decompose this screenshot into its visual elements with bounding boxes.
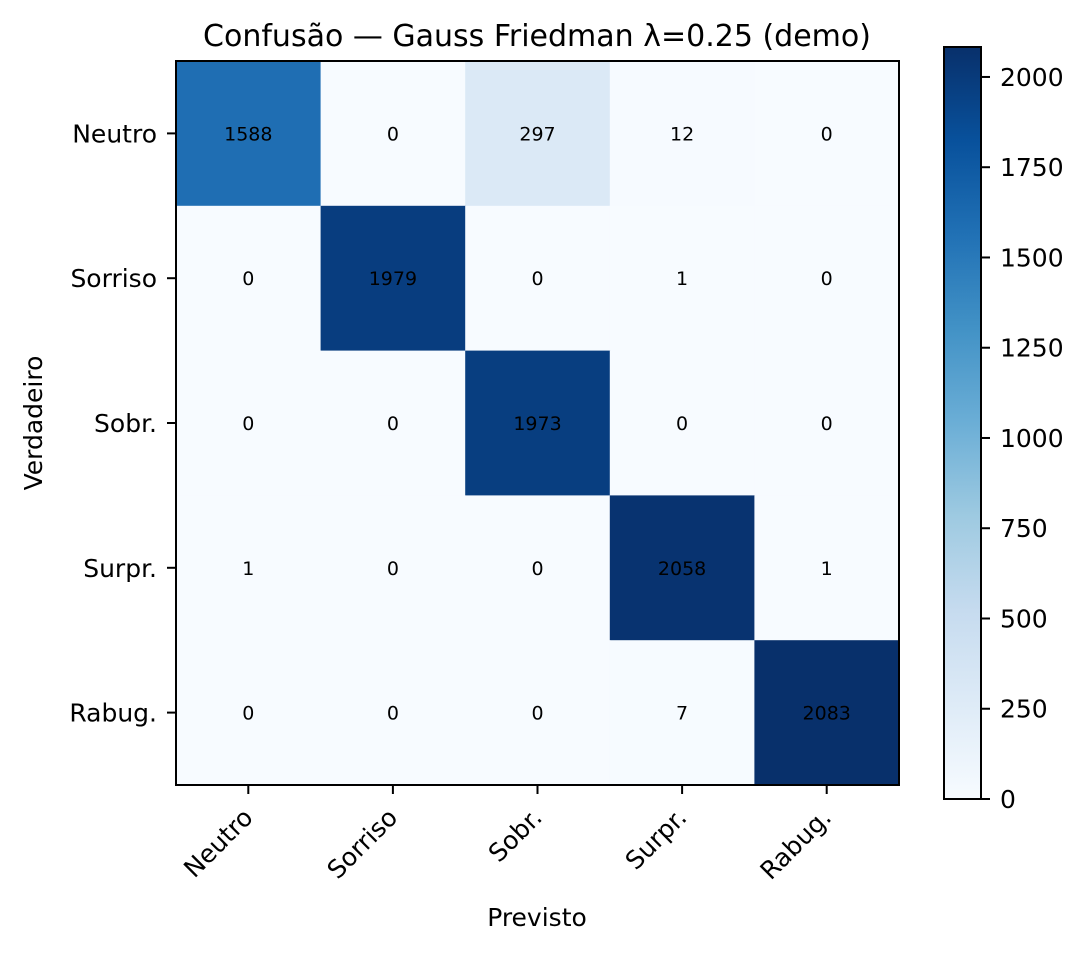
heatmap-cell [754,495,900,641]
x-axis-ticks: Neutro Sorriso Sobr. Surpr. Rabug. [178,785,837,885]
cell-value-label: 1588 [224,123,272,145]
heatmap-cell [754,61,900,207]
colorbar-tick-label: 250 [1000,695,1048,724]
y-tick-label: Surpr. [83,554,157,583]
heatmap-cell [609,350,755,496]
cell-value-label: 0 [821,413,833,435]
heatmap-cell [320,61,466,207]
x-tick-label: Neutro [178,803,258,883]
cell-value-label: 2083 [803,703,851,725]
colorbar-tick-label: 1750 [1000,153,1064,182]
heatmap-cell [609,61,755,207]
x-tick-label: Sorriso [321,803,403,885]
cell-value-label: 7 [676,703,688,725]
colorbar-tick-label: 750 [1000,514,1048,543]
cell-value-label: 0 [387,558,399,580]
heatmap-cell [609,495,755,641]
heatmap-cell [754,350,900,496]
cell-value-label: 0 [242,268,254,290]
heatmap-cell [176,350,322,496]
colorbar-ticks: 0 250 500 750 1000 1250 1500 1750 2000 [981,63,1064,814]
y-axis-label: Verdadeiro [19,356,48,491]
x-tick-label: Sobr. [483,803,548,868]
y-axis-ticks: Neutro Sorriso Sobr. Surpr. Rabug. [69,119,176,728]
heatmap-cell [465,640,611,786]
colorbar-tick-label: 500 [1000,604,1048,633]
cell-value-label: 0 [387,413,399,435]
heatmap-cell [320,640,466,786]
heatmap-cell [176,495,322,641]
heatmap-cell [176,205,322,352]
heatmap-cell [320,205,466,352]
heatmap-cell [609,640,755,786]
cell-value-label: 2058 [658,558,706,580]
colorbar-tick-label: 0 [1000,785,1016,814]
heatmap-cell [320,350,466,496]
heatmap-cell [176,61,322,207]
cell-value-label: 0 [531,268,543,290]
y-tick-label: Sobr. [94,409,157,438]
cell-value-labels: 1588 0 297 12 0 0 1979 0 1 0 0 0 1973 0 0 1 0 0 2058 1 0 0 0 7 2… [224,123,851,724]
cell-value-label: 1 [242,558,254,580]
heatmap-cell [609,205,755,352]
cell-value-label: 1 [676,268,688,290]
heatmap-cell [465,61,611,207]
colorbar [943,46,982,800]
y-tick-label: Sorriso [70,264,157,293]
heatmap-cell [320,495,466,641]
cell-value-label: 1979 [369,268,417,290]
cell-value-label: 0 [242,413,254,435]
cell-value-label: 0 [242,703,254,725]
cell-value-label: 0 [531,558,543,580]
cell-value-label: 1973 [513,413,561,435]
cell-value-label: 297 [519,123,555,145]
y-tick-label: Rabug. [69,699,157,728]
heatmap-cell [465,205,611,352]
cell-value-label: 0 [387,703,399,725]
heatmap-cells [176,61,900,786]
cell-value-label: 0 [531,703,543,725]
colorbar-tick-label: 1000 [1000,424,1064,453]
cell-value-label: 12 [670,123,694,145]
cell-value-label: 0 [821,123,833,145]
x-axis-label: Previsto [487,903,587,932]
x-tick-label: Rabug. [754,803,836,885]
heatmap-cell [465,495,611,641]
colorbar-tick-label: 1250 [1000,334,1064,363]
cell-value-label: 1 [821,558,833,580]
y-tick-label: Neutro [72,119,157,148]
heatmap-cell [754,205,900,352]
cell-value-label: 0 [821,268,833,290]
heatmap-cell [176,640,322,786]
cell-value-label: 0 [387,123,399,145]
colorbar-tick-label: 2000 [1000,63,1064,92]
cell-value-label: 0 [676,413,688,435]
heatmap-cell [754,640,900,786]
colorbar-tick-label: 1500 [1000,243,1064,272]
x-tick-label: Surpr. [620,803,693,876]
heatmap-cell [465,350,611,496]
chart-title: Confusão — Gauss Friedman λ=0.25 (demo) [203,19,871,54]
